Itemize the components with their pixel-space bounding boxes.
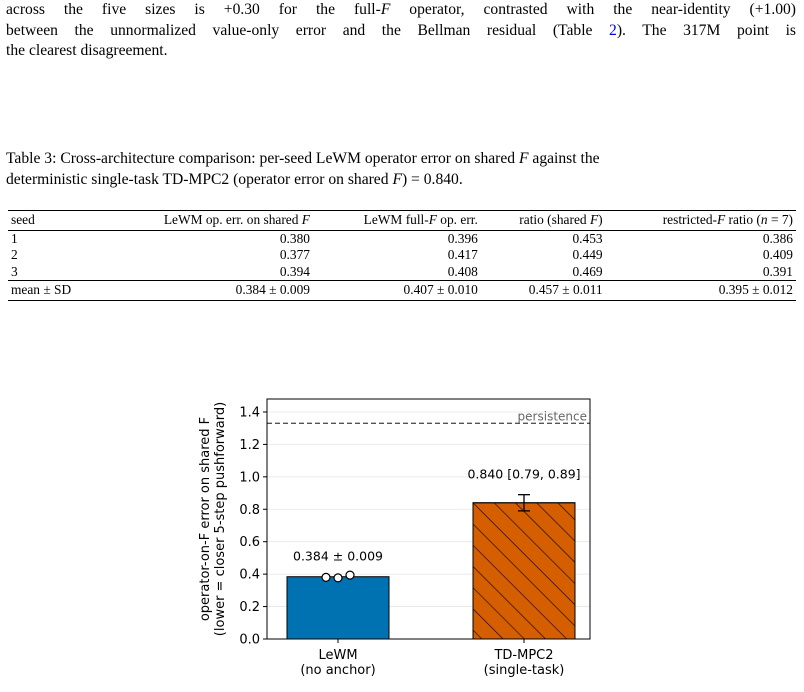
y-tick-label: 1.4 xyxy=(239,405,260,420)
cell-ratio-shared: 0.453 xyxy=(572,230,603,246)
cell-lewm-full: 0.407 ± 0.010 xyxy=(312,280,481,301)
y-axis-ticks: 0.0 0.2 0.4 0.6 0.8 1.0 1.2 1.4 xyxy=(239,405,267,648)
cell-lewm-shared: 0.384 ± 0.009 xyxy=(100,280,313,301)
header-lewm-shared: LeWM op. err. on shared F xyxy=(100,210,313,231)
header-restricted-ratio: restricted-F ratio (n = 7) xyxy=(605,210,796,231)
paragraph-line-2: between the unnormalized value-only erro… xyxy=(6,21,796,39)
cell-lewm-full: 0.417 xyxy=(447,247,478,262)
cell-ratio-shared: 0.449 xyxy=(572,247,603,262)
error-bars xyxy=(518,494,530,512)
table-caption: Table 3: Cross-architecture comparison: … xyxy=(6,148,796,190)
y-tick-label: 0.0 xyxy=(239,633,260,648)
y-tick-label: 1.0 xyxy=(239,470,260,485)
cell-seed: 3 xyxy=(11,263,18,279)
caption-line-2: deterministic single-task TD-MPC2 (opera… xyxy=(6,171,463,188)
bar xyxy=(286,576,390,640)
cell-lewm-shared: 0.394 xyxy=(279,263,310,279)
cell-seed: mean ± SD xyxy=(8,280,101,301)
y-axis-label: operator-on-F error on shared F (lower = … xyxy=(198,402,228,636)
y-tick-label: 1.2 xyxy=(239,438,260,453)
seed-point xyxy=(321,572,331,582)
cell-lewm-shared: 0.377 xyxy=(279,247,310,262)
table-mean-row: mean ± SD 0.384 ± 0.009 0.407 ± 0.010 0.… xyxy=(8,280,796,301)
x-axis-ticks: LeWM(no anchor) TD-MPC2(single-task) xyxy=(300,639,564,678)
header-ratio-shared: ratio (shared F) xyxy=(480,210,606,231)
caption-line-1: Table 3: Cross-architecture comparison: … xyxy=(6,150,600,167)
cell-ratio-shared: 0.457 ± 0.011 xyxy=(480,280,606,301)
body-paragraph: across the five sizes is +0.30 for the f… xyxy=(6,0,796,62)
cell-seed: 2 xyxy=(11,247,18,262)
bars xyxy=(286,502,576,640)
table-row: 3 0.394 0.408 0.469 0.391 xyxy=(8,264,796,281)
persistence-label: persistence xyxy=(518,409,587,423)
y-tick-label: 0.8 xyxy=(239,503,260,518)
y-tick-label: 0.2 xyxy=(239,600,260,615)
cell-restricted-ratio: 0.395 ± 0.012 xyxy=(605,280,796,301)
x-tick-label: LeWM xyxy=(318,648,357,663)
bar-value-label: 0.840 [0.79, 0.89] xyxy=(467,467,580,482)
y-tick-label: 0.4 xyxy=(239,568,260,583)
x-tick-label: TD-MPC2 xyxy=(493,648,553,663)
cell-lewm-shared: 0.380 xyxy=(279,230,310,246)
x-tick-label: (no anchor) xyxy=(300,663,375,678)
table-header-row: seed LeWM op. err. on shared F LeWM full… xyxy=(8,210,796,231)
cell-ratio-shared: 0.469 xyxy=(572,263,603,279)
x-tick-label: (single-task) xyxy=(484,663,565,678)
cell-restricted-ratio: 0.391 xyxy=(762,263,793,279)
y-axis-label-line-1: operator-on-F error on shared F xyxy=(198,417,213,621)
paragraph-line-3: the clearest disagreement. xyxy=(6,42,168,59)
cell-restricted-ratio: 0.386 xyxy=(762,230,793,246)
header-lewm-full: LeWM full-F op. err. xyxy=(312,210,481,231)
table-row: 2 0.377 0.417 0.449 0.409 xyxy=(8,247,796,264)
plot-frame xyxy=(266,398,591,640)
cell-seed: 1 xyxy=(11,230,18,246)
paragraph-line-1: across the five sizes is +0.30 for the f… xyxy=(6,1,796,18)
seed-point xyxy=(345,570,355,580)
header-seed: seed xyxy=(8,210,101,231)
bar-labels: 0.384 ± 0.009 0.840 [0.79, 0.89] xyxy=(293,467,581,564)
table-reference-link[interactable]: 2 xyxy=(609,21,617,39)
persistence-reference: persistence xyxy=(267,409,590,425)
cell-lewm-full: 0.396 xyxy=(447,230,478,246)
y-axis-label-line-2: (lower = closer 5-step pushforward) xyxy=(213,402,228,636)
seed-points xyxy=(321,570,355,583)
table-row: 1 0.380 0.396 0.453 0.386 xyxy=(8,230,796,247)
seed-point xyxy=(333,573,343,583)
results-table: seed LeWM op. err. on shared F LeWM full… xyxy=(8,210,796,301)
cell-lewm-full: 0.408 xyxy=(447,263,478,279)
bar-value-label: 0.384 ± 0.009 xyxy=(293,549,383,564)
bar-hatch xyxy=(472,502,576,640)
bar-chart: persistence 0.384 ± 0.009 0.840 [0.79, 0.… xyxy=(198,398,591,678)
y-tick-label: 0.6 xyxy=(239,535,260,550)
cell-restricted-ratio: 0.409 xyxy=(762,247,793,262)
